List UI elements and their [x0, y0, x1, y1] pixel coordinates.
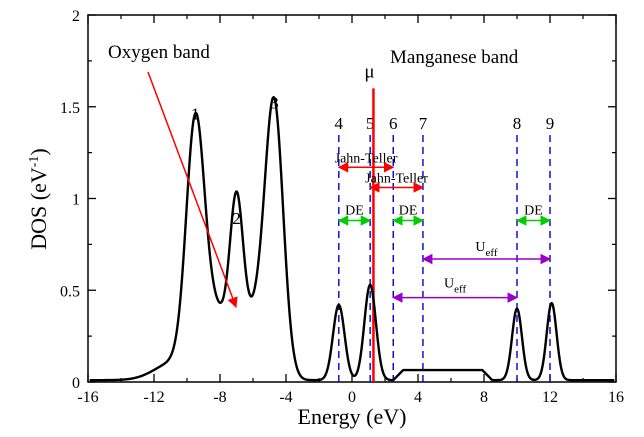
plot-frame: [87, 14, 617, 383]
y-tick-label: 1: [72, 192, 80, 209]
level-9-label: 9: [546, 114, 555, 133]
x-axis-label: Energy (eV): [298, 404, 407, 429]
de-label-1: DE: [345, 204, 364, 219]
peak-2-label: 2: [232, 209, 241, 228]
jahn-teller-label-2: Jahn-Teller: [365, 171, 428, 186]
ueff-label-2: Ueff: [444, 277, 466, 296]
oxygen-band-arrow: [147, 71, 238, 308]
x-tick-label: -8: [213, 389, 226, 406]
x-tick-label: -4: [279, 389, 292, 406]
jahn-teller-label-1: Jahn-Teller: [335, 151, 398, 166]
x-tick-label: 4: [414, 389, 422, 406]
de-label-2: DE: [399, 204, 418, 219]
x-tick-label: 12: [542, 389, 558, 406]
ueff-label-1: Ueff: [475, 240, 497, 259]
level-7-label: 7: [419, 114, 428, 133]
y-axis-label-sup: -1: [27, 156, 42, 168]
ueff-sub-1: eff: [486, 247, 498, 259]
peak-3-label: 3: [270, 94, 279, 113]
de-label-3: DE: [524, 204, 543, 219]
x-tick-label: 0: [348, 389, 356, 406]
y-axis-label-close: ): [26, 148, 51, 155]
peak-1-label: 1: [191, 105, 200, 124]
manganese-band-label: Manganese band: [390, 47, 519, 68]
x-tick-label: -16: [77, 389, 98, 406]
ueff-main-2: U: [444, 277, 454, 292]
y-tick-label: 1.5: [60, 100, 80, 117]
y-tick-label: 2: [72, 8, 80, 25]
ueff-main-1: U: [475, 240, 485, 255]
level-5-label: 5: [366, 114, 375, 133]
level-6-label: 6: [389, 114, 398, 133]
level-8-label: 8: [513, 114, 522, 133]
y-tick-label: 0: [72, 375, 80, 392]
peak-labels: 1 2 3: [191, 94, 279, 229]
annotation-arrows: [337, 162, 552, 303]
mu-label: μ: [364, 61, 374, 82]
y-tick-label: 0.5: [60, 283, 80, 300]
ueff-sub-2: eff: [454, 284, 466, 296]
level-4-label: 4: [335, 114, 344, 133]
dos-curve: [89, 96, 615, 382]
y-axis-label-main: DOS (eV: [26, 167, 51, 250]
x-tick-label: -12: [143, 389, 164, 406]
x-tick-label: 16: [608, 389, 624, 406]
oxygen-band-label: Oxygen band: [108, 42, 210, 63]
x-tick-label: 8: [480, 389, 488, 406]
y-axis-label: DOS (eV-1): [26, 148, 51, 250]
